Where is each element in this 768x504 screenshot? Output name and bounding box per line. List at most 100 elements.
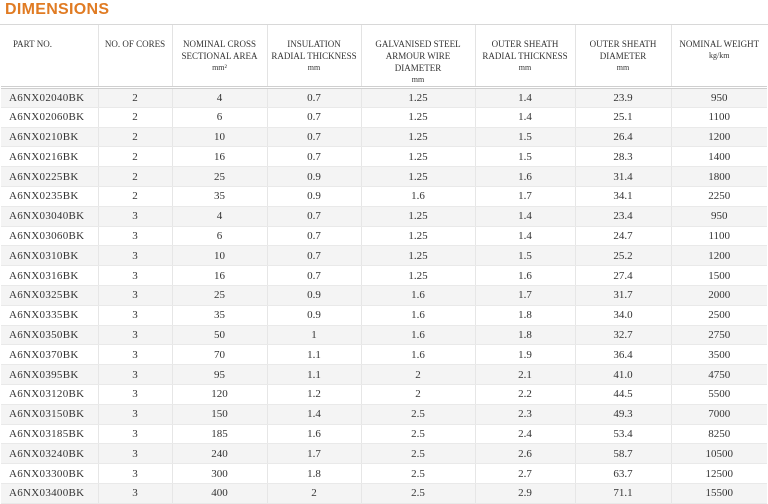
weight-cell: 12500: [671, 463, 767, 484]
cores-cell: 3: [98, 443, 173, 465]
sheath-thickness-cell: 1.5: [475, 127, 576, 148]
sheath-thickness-cell: 1.6: [475, 166, 576, 187]
weight-cell: 1800: [671, 166, 767, 187]
column-header-unit: mm²: [212, 63, 227, 72]
sheath-thickness-cell: 1.5: [475, 245, 576, 267]
sheath-diameter-cell: 31.7: [575, 285, 672, 306]
armour-cell: 1.25: [361, 127, 476, 148]
part-no-cell: A6NX0350BK: [1, 325, 99, 346]
armour-cell: 2: [361, 384, 476, 405]
cores-cell: 3: [98, 305, 173, 326]
sheath-thickness-cell: 2.4: [475, 424, 576, 445]
cores-cell: 3: [98, 325, 173, 346]
cores-cell: 3: [98, 265, 173, 286]
table-header-row: PART NO. NO. OF CORES NOMINAL CROSS SECT…: [1, 25, 767, 89]
sheath-thickness-cell: 1.5: [475, 146, 576, 168]
armour-cell: 1.25: [361, 166, 476, 187]
cross-section-cell: 50: [172, 325, 268, 346]
sheath-diameter-cell: 25.1: [575, 107, 672, 128]
insulation-cell: 0.7: [267, 127, 362, 148]
dimensions-table: PART NO. NO. OF CORES NOMINAL CROSS SECT…: [1, 25, 767, 504]
sheath-diameter-cell: 34.1: [575, 186, 672, 207]
sheath-thickness-cell: 1.6: [475, 265, 576, 286]
table-row: A6NX03400BK 3 400 2 2.5 2.9 71.1 15500: [1, 483, 767, 504]
sheath-diameter-cell: 25.2: [575, 245, 672, 267]
column-header-sheath-diameter: OUTER SHEATH DIAMETER mm: [575, 25, 672, 89]
part-no-cell: A6NX0310BK: [1, 245, 99, 267]
part-no-cell: A6NX0216BK: [1, 146, 99, 168]
cross-section-cell: 16: [172, 265, 268, 286]
insulation-cell: 1.2: [267, 384, 362, 405]
cores-cell: 3: [98, 226, 173, 247]
sheath-diameter-cell: 49.3: [575, 404, 672, 425]
weight-cell: 4750: [671, 364, 767, 385]
cross-section-cell: 95: [172, 364, 268, 385]
cores-cell: 3: [98, 285, 173, 306]
column-header-label: OUTER SHEATH DIAMETER: [589, 39, 657, 61]
weight-cell: 5500: [671, 384, 767, 405]
armour-cell: 2.5: [361, 404, 476, 425]
armour-cell: 1.25: [361, 146, 476, 168]
cross-section-cell: 4: [172, 206, 268, 227]
cross-section-cell: 400: [172, 483, 268, 504]
column-header-cores: NO. OF CORES: [98, 25, 173, 89]
armour-cell: 1.25: [361, 226, 476, 247]
sheath-diameter-cell: 26.4: [575, 127, 672, 148]
insulation-cell: 0.9: [267, 305, 362, 326]
cores-cell: 3: [98, 404, 173, 425]
sheath-diameter-cell: 53.4: [575, 424, 672, 445]
cores-cell: 2: [98, 186, 173, 207]
insulation-cell: 1.7: [267, 443, 362, 465]
column-header-unit: mm: [411, 75, 425, 84]
weight-cell: 950: [671, 87, 767, 108]
sheath-diameter-cell: 31.4: [575, 166, 672, 187]
cross-section-cell: 10: [172, 245, 268, 267]
page-title: DIMENSIONS: [0, 0, 768, 25]
sheath-thickness-cell: 2.9: [475, 483, 576, 504]
column-header-unit: kg/km: [709, 51, 730, 60]
insulation-cell: 0.7: [267, 107, 362, 128]
cross-section-cell: 10: [172, 127, 268, 148]
column-header-unit: mm: [616, 63, 630, 72]
cross-section-cell: 120: [172, 384, 268, 405]
table-row: A6NX0395BK 3 95 1.1 2 2.1 41.0 4750: [1, 364, 767, 385]
cross-section-cell: 35: [172, 305, 268, 326]
sheath-thickness-cell: 2.2: [475, 384, 576, 405]
cores-cell: 2: [98, 127, 173, 148]
cores-cell: 3: [98, 245, 173, 267]
weight-cell: 1100: [671, 226, 767, 247]
table-row: A6NX0225BK 2 25 0.9 1.25 1.6 31.4 1800: [1, 166, 767, 187]
table-row: A6NX0316BK 3 16 0.7 1.25 1.6 27.4 1500: [1, 265, 767, 286]
weight-cell: 2250: [671, 186, 767, 207]
insulation-cell: 0.7: [267, 146, 362, 168]
sheath-diameter-cell: 24.7: [575, 226, 672, 247]
sheath-diameter-cell: 36.4: [575, 344, 672, 366]
column-header-armour: GALVANISED STEEL ARMOUR WIRE DIAMETER mm: [361, 25, 476, 89]
sheath-diameter-cell: 23.9: [575, 87, 672, 108]
sheath-thickness-cell: 1.8: [475, 325, 576, 346]
column-header-label: NOMINAL CROSS SECTIONAL AREA: [181, 39, 258, 61]
cross-section-cell: 35: [172, 186, 268, 207]
cross-section-cell: 16: [172, 146, 268, 168]
cores-cell: 3: [98, 463, 173, 484]
table-row: A6NX03060BK 3 6 0.7 1.25 1.4 24.7 1100: [1, 226, 767, 247]
insulation-cell: 1.1: [267, 344, 362, 366]
column-header-sheath-thickness: OUTER SHEATH RADIAL THICKNESS mm: [475, 25, 576, 89]
table-row: A6NX0235BK 2 35 0.9 1.6 1.7 34.1 2250: [1, 186, 767, 207]
sheath-diameter-cell: 32.7: [575, 325, 672, 346]
sheath-thickness-cell: 2.6: [475, 443, 576, 465]
table-row: A6NX0335BK 3 35 0.9 1.6 1.8 34.0 2500: [1, 305, 767, 326]
insulation-cell: 0.9: [267, 285, 362, 306]
cores-cell: 3: [98, 384, 173, 405]
armour-cell: 1.6: [361, 344, 476, 366]
insulation-cell: 1.6: [267, 424, 362, 445]
sheath-thickness-cell: 1.7: [475, 285, 576, 306]
armour-cell: 2.5: [361, 424, 476, 445]
sheath-thickness-cell: 1.9: [475, 344, 576, 366]
sheath-thickness-cell: 1.4: [475, 206, 576, 227]
armour-cell: 1.6: [361, 325, 476, 346]
armour-cell: 1.6: [361, 186, 476, 207]
insulation-cell: 0.7: [267, 206, 362, 227]
column-header-label: NOMINAL WEIGHT: [679, 39, 760, 49]
armour-cell: 1.25: [361, 107, 476, 128]
